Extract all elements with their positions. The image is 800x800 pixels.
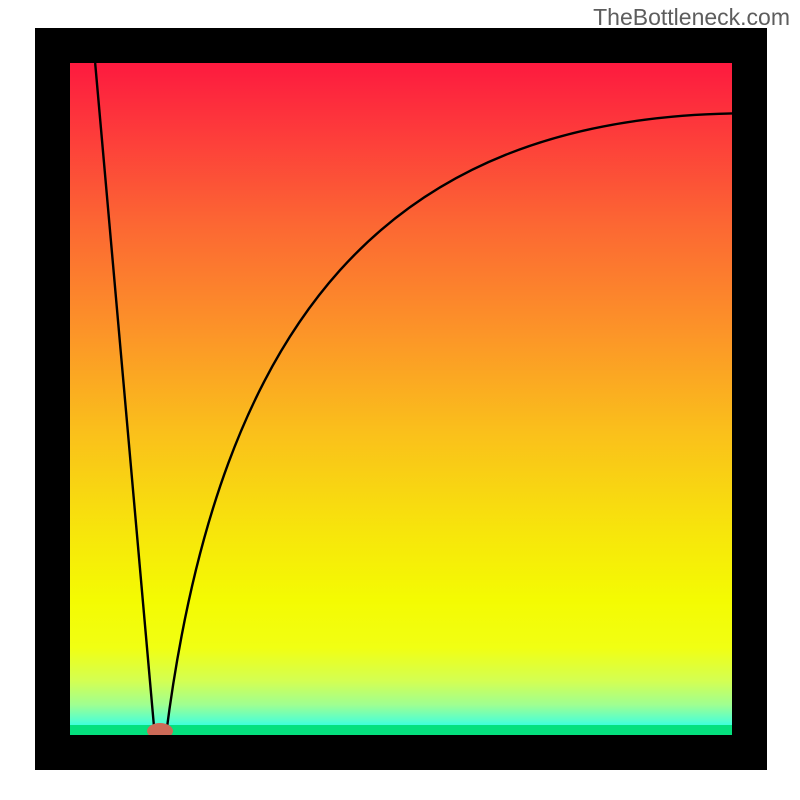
bottleneck-chart [0, 0, 800, 800]
gradient-background [70, 63, 732, 735]
figure-container: TheBottleneck.com [0, 0, 800, 800]
watermark-text: TheBottleneck.com [593, 4, 790, 31]
